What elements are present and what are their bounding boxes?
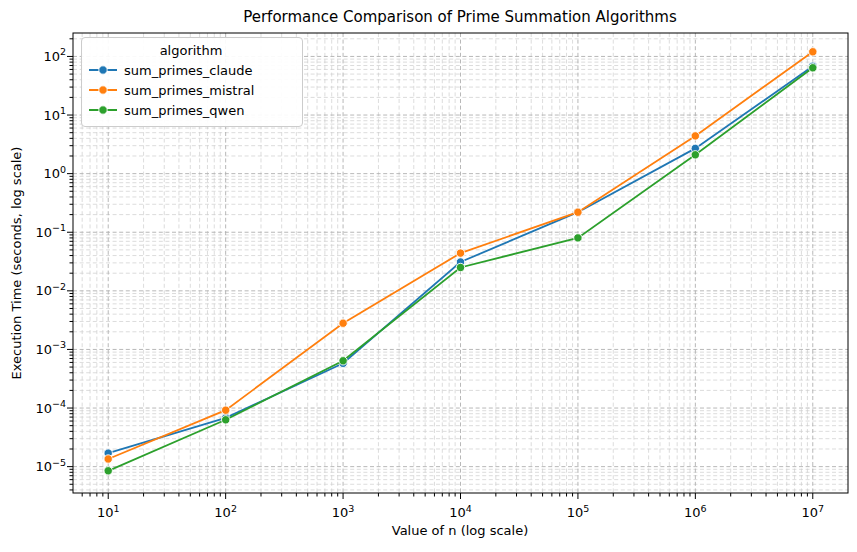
data-point-sum_primes_mistral — [104, 455, 112, 463]
tick-label: 10−2 — [35, 281, 66, 299]
data-point-sum_primes_qwen — [456, 263, 464, 271]
data-point-sum_primes_qwen — [339, 357, 347, 365]
data-point-sum_primes_mistral — [809, 48, 817, 56]
legend-items: sum_primes_claude sum_primes_mistral sum_p… — [88, 60, 294, 120]
legend-marker-icon — [88, 83, 118, 97]
legend-item-sum_primes_qwen: sum_primes_qwen — [88, 100, 294, 120]
legend-label: sum_primes_qwen — [124, 103, 244, 118]
legend-label: sum_primes_claude — [124, 63, 253, 78]
data-point-sum_primes_mistral — [222, 406, 230, 414]
legend-item-sum_primes_claude: sum_primes_claude — [88, 60, 294, 80]
legend-marker-icon — [88, 103, 118, 117]
legend-title: algorithm — [88, 42, 294, 60]
tick-label: 107 — [801, 503, 824, 521]
data-point-sum_primes_qwen — [104, 467, 112, 475]
y-axis-label: Execution Time (seconds, log scale) — [9, 147, 24, 380]
tick-label: 101 — [97, 503, 120, 521]
legend-item-sum_primes_mistral: sum_primes_mistral — [88, 80, 294, 100]
data-point-sum_primes_qwen — [809, 64, 817, 72]
legend-marker-icon — [88, 63, 118, 77]
figure: 101 102 103 104 105 106 107 102 101 100 10−1 10−2 10… — [0, 0, 857, 552]
data-point-sum_primes_qwen — [691, 151, 699, 159]
data-point-sum_primes_qwen — [574, 234, 582, 242]
data-point-sum_primes_mistral — [574, 208, 582, 216]
data-point-sum_primes_mistral — [456, 249, 464, 257]
tick-label: 103 — [332, 503, 355, 521]
data-point-sum_primes_mistral — [691, 132, 699, 140]
tick-label: 101 — [43, 105, 66, 123]
x-axis-label: Value of n (log scale) — [392, 523, 528, 538]
legend: algorithm sum_primes_claude sum_primes_mi… — [81, 37, 303, 127]
data-point-sum_primes_mistral — [339, 319, 347, 327]
tick-label: 102 — [214, 503, 237, 521]
legend-label: sum_primes_mistral — [124, 83, 254, 98]
tick-label: 10−4 — [35, 398, 66, 416]
tick-label: 10−1 — [35, 222, 66, 240]
chart-title: Performance Comparison of Prime Summatio… — [243, 8, 677, 26]
tick-label: 104 — [449, 503, 472, 521]
tick-label: 100 — [43, 164, 66, 182]
tick-label: 102 — [43, 46, 66, 64]
tick-label: 106 — [684, 503, 707, 521]
tick-label: 10−3 — [35, 339, 66, 357]
tick-label: 10−5 — [35, 457, 66, 475]
data-point-sum_primes_qwen — [222, 416, 230, 424]
tick-label: 105 — [567, 503, 590, 521]
